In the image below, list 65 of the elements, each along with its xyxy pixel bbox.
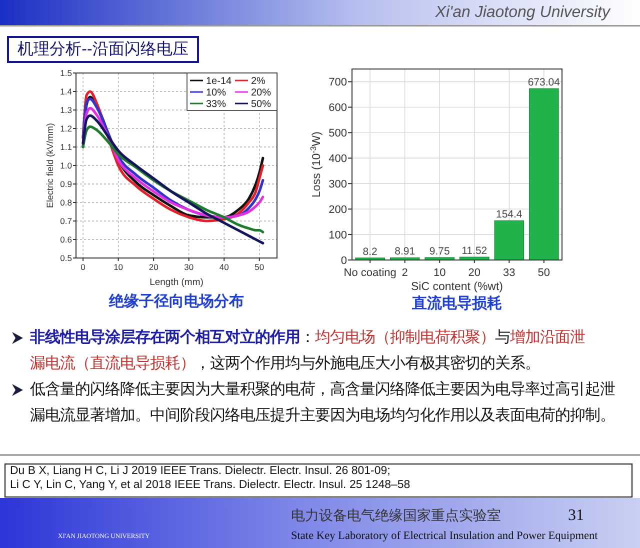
text: 非线性电导涂层存在两个相互对立的作用	[30, 329, 300, 346]
legend-label: 2%	[251, 76, 266, 87]
bar	[494, 220, 524, 260]
text: Li C Y, Lin C, Yang Y, et al 2018 IEEE Trans. Dielectr. Electr. Insul. 25 1248–58	[10, 478, 410, 492]
x-tick-label: 2	[402, 267, 408, 279]
y-tick-label: 1.4	[60, 86, 72, 96]
text: 31	[568, 507, 584, 525]
y-tick-label: 1.3	[60, 104, 72, 115]
y-tick-label: 0.6	[60, 234, 72, 244]
x-tick-label: 20	[468, 267, 481, 279]
y-tick-label: 600	[328, 102, 347, 114]
text: 增加沿面泄	[510, 329, 585, 346]
x-tick-label: 10	[114, 262, 124, 272]
y-tick-label: 300	[328, 178, 347, 190]
x-tick-label: 33	[503, 267, 516, 279]
text: ：	[300, 329, 315, 346]
data-label: 9.75	[429, 246, 450, 258]
text: 低含量的闪络降低主要因为大量积聚的电荷，高含量闪络降低主要因为电导率过高引起泄漏电流显著增加。中间阶段闪络电压提升主要因为电场均匀化作用以及表面电荷的抑制。	[30, 381, 615, 424]
text: 直流电导损耗	[411, 294, 502, 312]
x-tick-label: No coating	[344, 267, 396, 279]
text: 电力设备电气绝缘国家重点实验室	[291, 507, 501, 523]
x-axis-title: Length (mm)	[150, 277, 204, 288]
text: 与	[495, 329, 510, 346]
y-tick-label: 0.5	[60, 252, 72, 263]
data-label: 154.4	[496, 208, 522, 221]
legend-label: 20%	[251, 88, 272, 98]
y-tick-label: 1.5	[60, 68, 72, 78]
data-label: 11.52	[462, 245, 488, 258]
y-tick-label: 1.1	[60, 142, 72, 152]
y-tick-label: 0.8	[60, 197, 72, 208]
line-series	[82, 114, 264, 244]
bar	[529, 88, 559, 260]
text: 机理分析--沿面闪络电压	[18, 40, 188, 58]
y-tick-label: 400	[328, 152, 347, 165]
y-tick-label: 0.9	[60, 178, 72, 189]
x-tick-label: 0	[80, 262, 86, 272]
legend-label: 1e-14	[206, 76, 232, 87]
y-tick-label: 1.0	[60, 160, 72, 170]
data-label: 8.91	[394, 246, 416, 258]
legend-label: 10%	[206, 88, 226, 98]
y-tick-label: 500	[328, 128, 347, 140]
legend-label: 33%	[206, 99, 226, 110]
text: 漏电流（直流电导损耗）	[30, 355, 195, 372]
y-tick-label: 100	[328, 229, 347, 242]
x-tick-label: 20	[148, 262, 159, 272]
x-axis-title: SiC content (%wt)	[410, 281, 504, 293]
data-label: 673.04	[528, 76, 560, 89]
y-tick-label: 700	[328, 76, 347, 89]
y-tick-label: 200	[328, 204, 347, 216]
text: Du B X, Liang H C, Li J 2019 IEEE Trans. Dielectr. Electr. Insul. 26 801-09;	[10, 464, 390, 478]
text: 均匀电场（抑制电荷积聚）	[315, 329, 495, 346]
y-axis-title: Electric field (kV/mm)	[45, 122, 55, 208]
text: Xi'an Jiaotong University	[435, 3, 610, 22]
y-tick-label: 0.7	[60, 216, 72, 226]
x-tick-label: 50	[254, 262, 264, 272]
text: State Key Laboratory of Electrical Insulation and Power Equipment	[291, 530, 598, 543]
data-label: 8.2	[362, 246, 378, 258]
x-tick-label: 10	[433, 267, 446, 279]
x-tick-label: 50	[538, 267, 550, 279]
text: ，这两个作用均与外施电压大小有极其密切的关系。	[195, 355, 540, 372]
y-tick-label: 1.2	[60, 123, 72, 134]
legend-label: 50%	[251, 99, 272, 110]
text: 绝缘子径向电场分布	[108, 293, 244, 310]
x-tick-label: 30	[184, 262, 194, 272]
x-tick-label: 40	[219, 262, 230, 272]
